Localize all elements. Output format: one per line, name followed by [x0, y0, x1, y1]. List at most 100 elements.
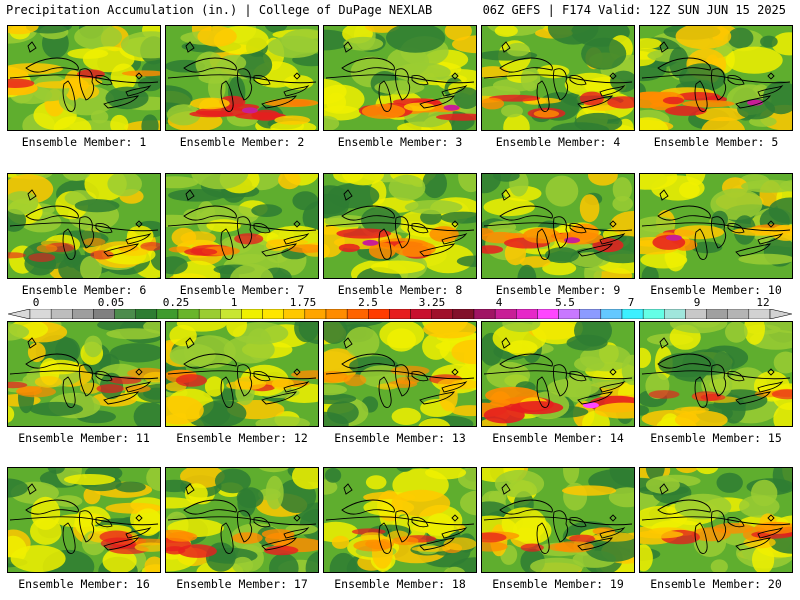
precip-map	[165, 321, 319, 427]
member-label: Ensemble Member: 16	[18, 577, 150, 591]
great-lakes-outline	[9, 189, 159, 261]
ensemble-panel: Ensemble Member: 8	[323, 173, 477, 297]
colorbar-tick-label: 2.5	[358, 296, 378, 309]
precip-map	[481, 173, 635, 279]
colorbar-swatch	[198, 309, 221, 319]
ensemble-panel: Ensemble Member: 19	[481, 467, 635, 591]
colorbar-swatch	[368, 309, 390, 319]
great-lakes-outline	[167, 337, 317, 409]
colorbar-swatch	[473, 309, 496, 319]
ensemble-panel: Ensemble Member: 20	[639, 467, 793, 591]
precip-map	[7, 467, 161, 573]
ensemble-panel: Ensemble Member: 4	[481, 25, 635, 149]
member-label: Ensemble Member: 8	[337, 283, 463, 297]
colorbar-tick-label: 0	[32, 296, 40, 309]
ensemble-panel: Ensemble Member: 15	[639, 321, 793, 445]
colorbar-swatch	[579, 309, 602, 319]
colorbar-swatch	[156, 309, 179, 319]
precip-map	[7, 321, 161, 427]
ensemble-panel: Ensemble Member: 12	[165, 321, 319, 445]
ensemble-panel: Ensemble Member: 10	[639, 173, 793, 297]
ensemble-panel: Ensemble Member: 1	[7, 25, 161, 149]
member-label: Ensemble Member: 17	[176, 577, 308, 591]
ensemble-panel: Ensemble Member: 3	[323, 25, 477, 149]
member-label: Ensemble Member: 1	[21, 135, 147, 149]
member-label: Ensemble Member: 11	[18, 431, 150, 445]
colorbar-swatch	[220, 309, 242, 319]
colorbar-swatch	[29, 309, 52, 319]
ensemble-panel: Ensemble Member: 5	[639, 25, 793, 149]
colorbar-swatch	[304, 309, 327, 319]
colorbar-swatch	[516, 309, 538, 319]
colorbar-swatch	[135, 309, 158, 319]
colorbar-tick-label: 1	[230, 296, 238, 309]
great-lakes-outline	[483, 41, 633, 113]
precip-field	[166, 26, 318, 130]
precip-field	[166, 322, 318, 426]
great-lakes-outline	[167, 41, 317, 113]
colorbar-tick-label: 3.25	[418, 296, 446, 309]
colorbar-swatch	[114, 309, 136, 319]
great-lakes-outline	[483, 189, 633, 261]
precip-field	[8, 322, 160, 426]
ensemble-panel: Ensemble Member: 7	[165, 173, 319, 297]
colorbar-swatch	[642, 309, 665, 319]
great-lakes-outline	[167, 483, 317, 555]
colorbar-swatch	[346, 309, 369, 319]
precip-field	[640, 174, 792, 278]
colorbar-swatch	[72, 309, 94, 319]
colorbar-swatch	[621, 309, 644, 319]
header-title-left: Precipitation Accumulation (in.) | Colle…	[6, 3, 433, 17]
member-label: Ensemble Member: 15	[650, 431, 782, 445]
precip-field	[8, 26, 160, 130]
ensemble-panel: Ensemble Member: 13	[323, 321, 477, 445]
colorbar-swatch	[283, 309, 306, 319]
colorbar-tick-label: 0.25	[162, 296, 190, 309]
member-label: Ensemble Member: 12	[176, 431, 308, 445]
colorbar-swatch	[452, 309, 475, 319]
ensemble-panel: Ensemble Member: 2	[165, 25, 319, 149]
precip-field	[324, 26, 476, 130]
colorbar-strip	[8, 309, 792, 319]
precip-map	[323, 173, 477, 279]
precip-map	[481, 467, 635, 573]
colorbar-tick-label: 4	[495, 296, 503, 309]
colorbar-swatch	[537, 309, 559, 319]
member-label: Ensemble Member: 10	[650, 283, 782, 297]
precip-map	[323, 25, 477, 131]
member-label: Ensemble Member: 9	[495, 283, 621, 297]
great-lakes-outline	[9, 41, 159, 113]
great-lakes-outline	[641, 483, 791, 555]
colorbar-tick-label: 7	[627, 296, 635, 309]
colorbar-swatch	[600, 309, 623, 319]
colorbar-tick-label: 0.05	[97, 296, 125, 309]
colorbar-tick-label: 12	[756, 296, 770, 309]
member-label: Ensemble Member: 19	[492, 577, 624, 591]
precip-map	[481, 321, 635, 427]
ensemble-panel: Ensemble Member: 9	[481, 173, 635, 297]
colorbar-swatch	[262, 309, 284, 319]
precip-map	[481, 25, 635, 131]
member-label: Ensemble Member: 20	[650, 577, 782, 591]
colorbar-swatch	[410, 309, 432, 319]
precip-map	[165, 25, 319, 131]
great-lakes-outline	[9, 337, 159, 409]
ensemble-panel: Ensemble Member: 16	[7, 467, 161, 591]
precip-map	[165, 173, 319, 279]
precip-map	[639, 173, 793, 279]
precip-field	[640, 468, 792, 572]
precip-map	[323, 321, 477, 427]
colorbar-left-arrow	[8, 309, 31, 319]
colorbar-swatch	[325, 309, 348, 319]
colorbar-swatch	[727, 309, 750, 319]
colorbar-swatch	[431, 309, 454, 319]
great-lakes-outline	[325, 41, 475, 113]
great-lakes-outline	[641, 189, 791, 261]
great-lakes-outline	[325, 337, 475, 409]
colorbar-tick-label: 9	[693, 296, 701, 309]
great-lakes-outline	[325, 189, 475, 261]
member-label: Ensemble Member: 7	[179, 283, 305, 297]
colorbar-swatch	[748, 309, 771, 319]
ensemble-panel: Ensemble Member: 11	[7, 321, 161, 445]
ensemble-panel: Ensemble Member: 17	[165, 467, 319, 591]
